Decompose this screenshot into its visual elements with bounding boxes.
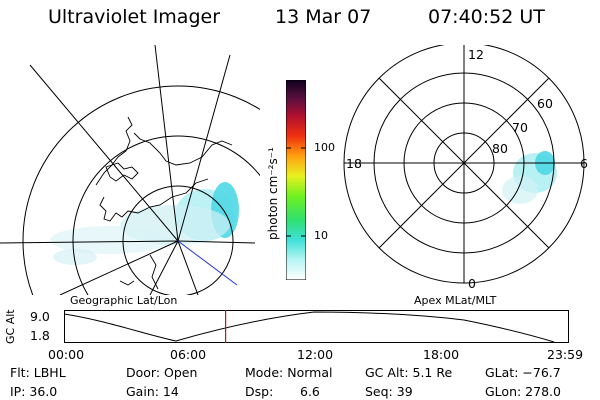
aurora-oval <box>502 151 557 204</box>
seq-info: Seq: 39 <box>365 384 413 399</box>
aurora-emission <box>50 182 239 265</box>
gc-alt-info: GC Alt: 5.1 Re <box>365 365 453 380</box>
colorbar-unit: photon cm⁻²s⁻¹ <box>266 147 280 240</box>
altitude-curve <box>64 311 555 343</box>
mlt-label-0: 0 <box>468 276 476 291</box>
time-tick-1200: 12:00 <box>297 347 334 362</box>
geographic-map <box>0 45 260 295</box>
lat-label-80: 80 <box>492 141 508 156</box>
time-tick-2359: 23:59 <box>547 347 584 362</box>
date-label: 13 Mar 07 <box>275 6 372 28</box>
lat-label-60: 60 <box>537 96 553 111</box>
timeline-ylabel: GC Alt <box>4 309 17 344</box>
mlt-label-12: 12 <box>468 47 484 62</box>
ip-info: IP: 36.0 <box>10 384 58 399</box>
time-tick-1800: 18:00 <box>423 347 460 362</box>
timeline-ymin: 1.8 <box>30 328 50 343</box>
time-tick-0000: 00:00 <box>48 347 85 362</box>
polar-plot <box>343 45 585 284</box>
mode-info: Mode: Normal <box>245 365 333 380</box>
filter-info: Flt: LBHL <box>10 365 66 380</box>
glat-info: GLat: −76.7 <box>485 365 561 380</box>
polar-grid <box>343 45 585 284</box>
mlt-label-18: 18 <box>346 156 362 171</box>
dsp-info-value: 6.6 <box>300 384 320 399</box>
polar-plot-caption: Apex MLat/MLT <box>414 294 497 307</box>
dsp-info-label: Dsp: <box>245 384 274 399</box>
latlon-grid <box>0 45 260 295</box>
door-info: Door: Open <box>126 365 198 380</box>
intensity-colorbar <box>286 80 306 280</box>
instrument-title: Ultraviolet Imager <box>48 6 221 28</box>
gain-info: Gain: 14 <box>126 384 179 399</box>
colorbar-tick-10: 10 <box>314 229 328 242</box>
colorbar-tick-100: 100 <box>314 141 335 154</box>
time-tick-0600: 06:00 <box>170 347 207 362</box>
glon-info: GLon: 278.0 <box>485 384 561 399</box>
altitude-timeline <box>64 310 569 343</box>
geo-map-caption: Geographic Lat/Lon <box>70 294 178 307</box>
lat-label-70: 70 <box>512 120 528 135</box>
time-label: 07:40:52 UT <box>428 6 545 28</box>
timeline-ymax: 9.0 <box>30 309 50 324</box>
coastline <box>95 116 233 290</box>
mlt-label-6: 6 <box>580 156 588 171</box>
